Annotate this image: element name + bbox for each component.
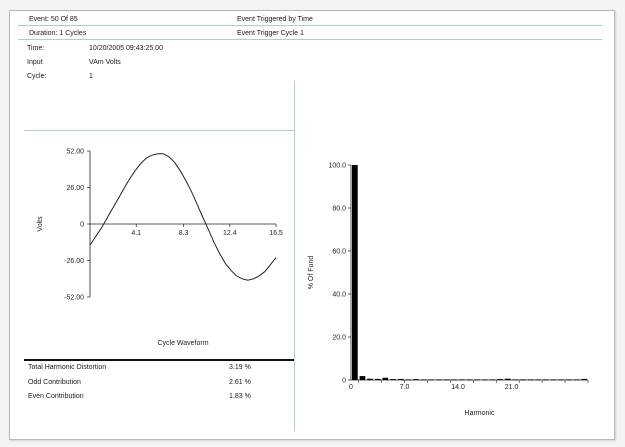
harmonic-bar [504, 378, 511, 380]
harmonic-bar [428, 379, 435, 381]
harmonic-bar [535, 379, 542, 381]
harmonic-bar [382, 377, 389, 380]
x-tick-label: 0 [349, 384, 353, 391]
input-value: VAm Volts [89, 59, 121, 66]
stats-top-rule [24, 359, 294, 361]
y-tick-label: 80.0 [332, 206, 346, 213]
harmonic-bar [489, 379, 496, 381]
harmonic-bar [390, 379, 396, 380]
y-tick-label: 0 [80, 222, 84, 229]
thd-label: Total Harmonic Distortion [28, 364, 107, 371]
cycle-label: Cycle: [27, 73, 47, 80]
harmonic-bar [550, 379, 557, 381]
harmonic-bar [359, 376, 366, 380]
x-tick-label: 12.4 [223, 230, 237, 237]
y-tick-label: -26.00 [64, 258, 84, 265]
info-divider [24, 130, 294, 131]
harmonic-bar [543, 379, 549, 381]
waveform-line [89, 153, 277, 281]
thd-value: 3.19 % [229, 364, 251, 371]
event-line: Event: 50 Of 85 [29, 16, 78, 23]
harmonic-bar [443, 379, 450, 381]
harmonic-bar [520, 379, 526, 381]
x-tick-label: 8.3 [179, 230, 189, 237]
column-divider [294, 81, 295, 431]
y-tick-label: 52.00 [66, 149, 84, 156]
harmonic-bar [474, 379, 480, 381]
waveform-ylabel: Volts [37, 216, 44, 232]
y-tick-label: 60.0 [332, 249, 346, 256]
waveform-chart: 52.00 26.00 0 -26.00 -52.00 4.1 8.3 12.4 16.5 Vol… [37, 149, 283, 348]
harmonic-bar [405, 379, 412, 381]
harmonic-ylabel: % Of Fund [308, 256, 315, 290]
x-tick-label: 21.0 [505, 384, 519, 391]
y-tick-label: 26.00 [66, 185, 84, 192]
header-divider [18, 25, 602, 26]
event-total: Of 85 [60, 16, 78, 23]
duration-line: Duration: 1 Cycles [29, 30, 86, 37]
waveform-title: Cycle Waveform [157, 340, 208, 347]
x-tick-label: 7.0 [400, 384, 410, 391]
harmonic-bar [397, 378, 404, 380]
harmonic-bar [581, 378, 587, 380]
harmonic-bar [420, 379, 427, 381]
time-value: 10/20/2005 09:43:25.00 [89, 45, 163, 52]
harmonic-bar [573, 379, 580, 381]
harmonic-bar [497, 379, 503, 380]
header-bottom-divider [18, 39, 602, 40]
harmonic-xlabel: Harmonic [465, 410, 495, 417]
even-contribution-label: Even Contribution [28, 393, 84, 400]
time-label: Time: [27, 45, 45, 52]
harmonic-chart: 100.0 80.0 60.0 40.0 20.0 00 7.0 14.0 21.0 % Of F… [308, 163, 589, 417]
harmonic-bar [466, 379, 473, 381]
harmonic-bar [436, 379, 442, 381]
duration-value: 1 Cycles [59, 30, 87, 37]
trigger-text: Event Triggered by Time [237, 16, 313, 23]
y-tick-label: 40.0 [332, 292, 346, 299]
odd-contribution-value: 2.61 % [229, 379, 251, 386]
harmonic-bar [481, 379, 488, 381]
trigger-cycle-text: Event Trigger Cycle 1 [237, 30, 304, 37]
x-tick-label: 16.5 [269, 230, 283, 237]
duration-label: Duration: [29, 30, 58, 37]
harmonic-bar [451, 379, 457, 381]
input-label: Input [27, 59, 43, 66]
harmonic-bar [527, 379, 534, 381]
x-tick-label: 4.1 [131, 230, 141, 237]
harmonic-bar [512, 379, 519, 381]
harmonic-bar [413, 379, 419, 380]
y-tick-label: 100.0 [328, 163, 346, 170]
harmonic-bar [558, 379, 565, 381]
harmonic-bar [566, 379, 572, 381]
y-tick-label: 0 [342, 378, 346, 385]
harmonic-bar [367, 378, 373, 380]
event-label: Event: [29, 16, 49, 23]
harmonic-bar [459, 379, 465, 381]
y-tick-label: -52.00 [64, 295, 84, 302]
report-page: Event: 50 Of 85 Duration: 1 Cycles Event… [9, 10, 615, 440]
cycle-value: 1 [89, 73, 93, 80]
x-tick-label: 14.0 [451, 384, 465, 391]
harmonic-bar [374, 378, 381, 380]
y-tick-label: 20.0 [332, 335, 346, 342]
odd-contribution-label: Odd Contribution [28, 379, 81, 386]
event-number: 50 [50, 16, 59, 23]
even-contribution-value: 1.83 % [229, 393, 251, 400]
harmonic-bar [352, 165, 358, 380]
